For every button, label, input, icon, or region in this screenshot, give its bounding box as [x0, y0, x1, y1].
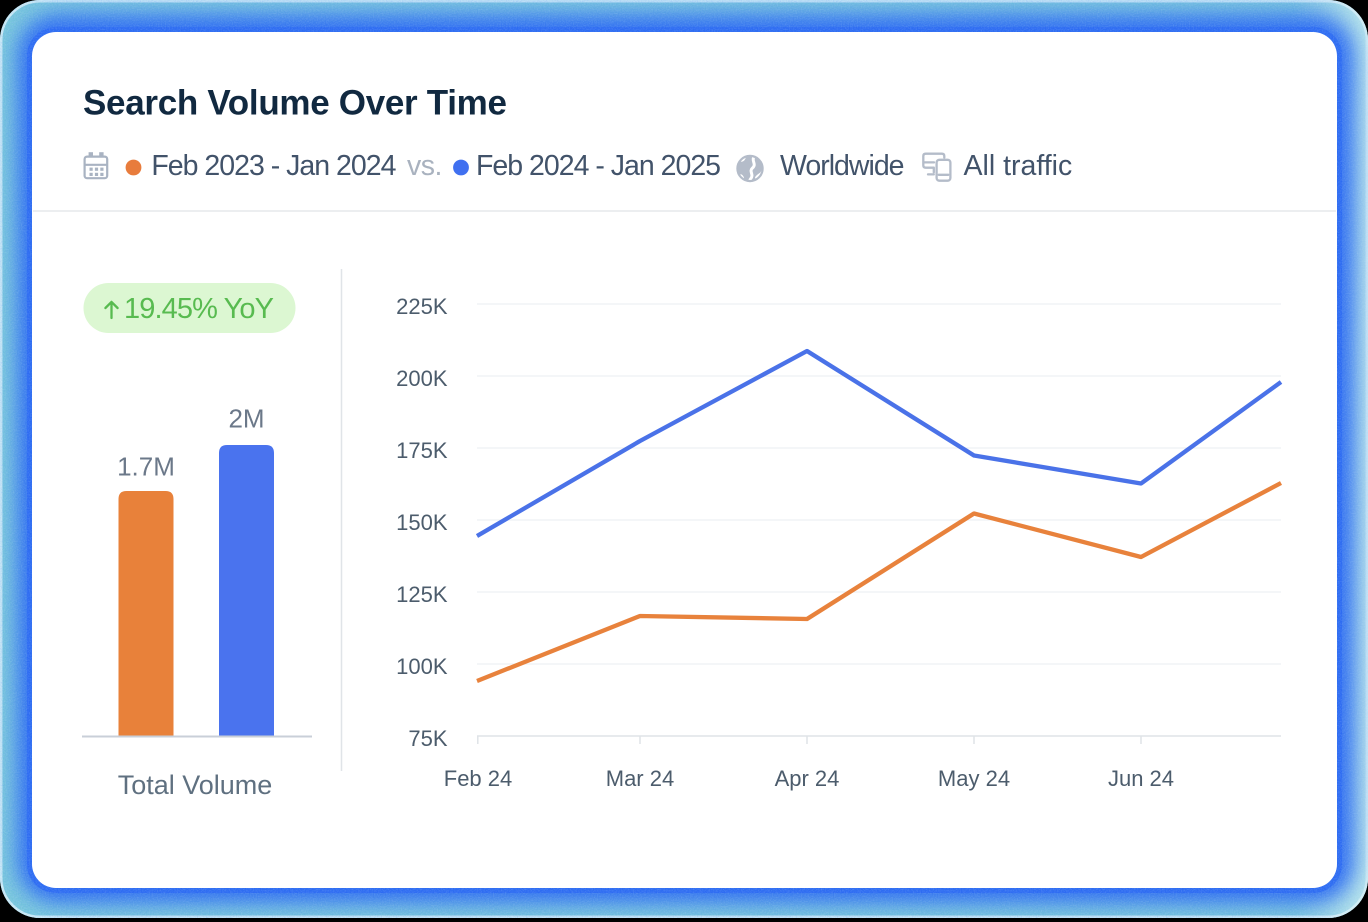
svg-text:Jun 24: Jun 24 [1108, 766, 1174, 791]
svg-text:Total Volume: Total Volume [118, 770, 273, 800]
svg-text:Feb 2024 - Jan 2025: Feb 2024 - Jan 2025 [476, 150, 720, 182]
svg-text:1.7M: 1.7M [117, 452, 175, 482]
svg-text:200K: 200K [396, 366, 448, 391]
svg-text:125K: 125K [396, 582, 448, 607]
svg-text:175K: 175K [396, 438, 448, 463]
svg-text:100K: 100K [396, 654, 448, 679]
svg-text:150K: 150K [396, 510, 448, 535]
svg-text:Feb 24: Feb 24 [444, 766, 513, 791]
svg-text:Mar 24: Mar 24 [606, 766, 674, 791]
svg-text:225K: 225K [396, 294, 448, 319]
svg-text:May 24: May 24 [938, 766, 1010, 791]
svg-text:2M: 2M [228, 404, 264, 434]
svg-text:Worldwide: Worldwide [780, 150, 904, 182]
svg-text:75K: 75K [408, 726, 447, 751]
svg-text:vs.: vs. [407, 150, 442, 182]
svg-text:Apr 24: Apr 24 [775, 766, 840, 791]
svg-text:Feb 2023 - Jan 2024: Feb 2023 - Jan 2024 [151, 150, 396, 182]
svg-text:Search Volume Over Time: Search Volume Over Time [83, 84, 507, 123]
svg-text:All traffic: All traffic [964, 150, 1073, 182]
svg-text:19.45% YoY: 19.45% YoY [124, 293, 274, 325]
